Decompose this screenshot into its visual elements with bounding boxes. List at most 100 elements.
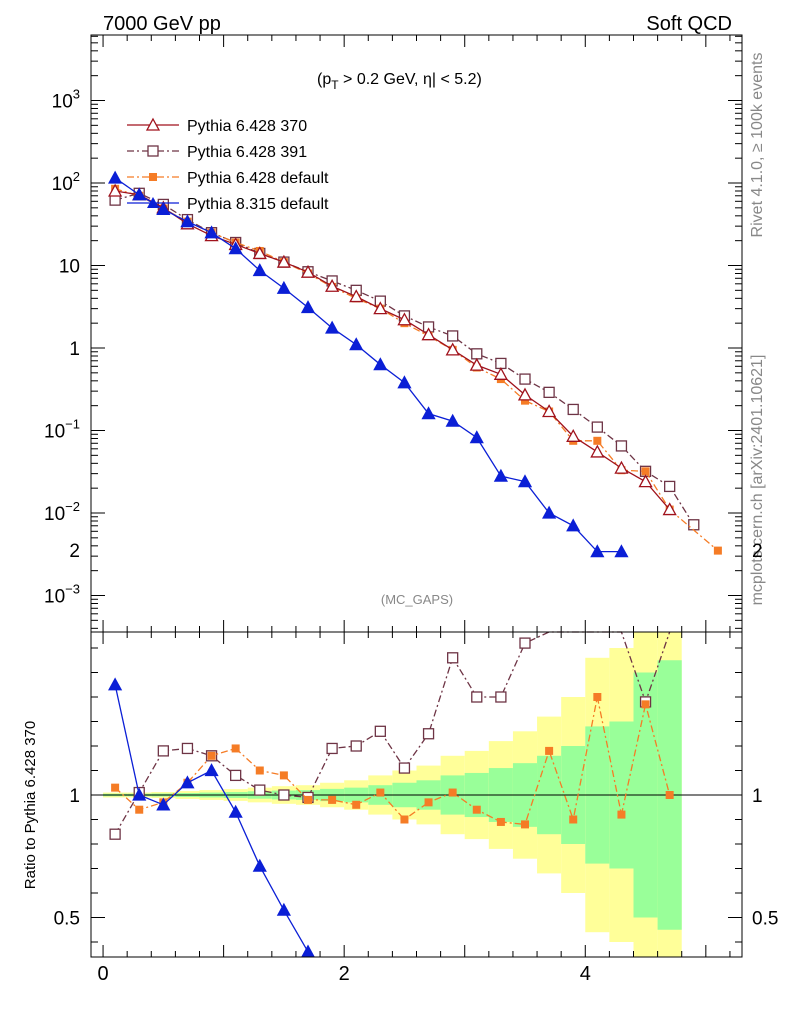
ratio-panel: 0 2 4 0.5 0.5 1 1 2 2 Ratio to Pythia 6.428 370 xyxy=(22,541,778,985)
data-point xyxy=(519,637,531,649)
data-point xyxy=(228,241,243,255)
header-left: 7000 GeV pp xyxy=(103,13,221,35)
data-point xyxy=(445,342,460,356)
y-tick-label-right: 1 xyxy=(752,786,763,807)
data-point xyxy=(276,902,291,916)
data-point xyxy=(521,820,529,829)
data-point xyxy=(448,788,457,797)
data-point xyxy=(132,187,147,201)
data-point xyxy=(421,327,436,341)
data-point xyxy=(590,444,605,458)
data-point xyxy=(300,300,316,314)
x-tick-label: 0 xyxy=(97,963,108,985)
ratio-ylabel: Ratio to Pythia 6.428 370 xyxy=(22,721,39,889)
y-tick-label: 10 xyxy=(59,257,80,278)
data-point xyxy=(638,474,653,488)
cut-label-rest2: | < 5.2) xyxy=(432,71,482,88)
y-tick-label: 102 xyxy=(52,169,80,195)
legend-marker-square-filled xyxy=(149,173,157,181)
data-point xyxy=(591,421,603,433)
data-point xyxy=(156,201,171,215)
data-point xyxy=(545,746,554,755)
legend-marker-triangle-open xyxy=(145,117,161,131)
series-line xyxy=(114,192,695,526)
data-point xyxy=(108,170,123,184)
x-tick-label: 4 xyxy=(580,963,591,985)
data-point xyxy=(424,798,433,807)
data-point xyxy=(135,805,144,814)
series-line xyxy=(114,177,622,553)
data-point xyxy=(108,677,123,691)
y-tick-label: 103 xyxy=(52,87,80,113)
data-point xyxy=(111,783,120,792)
y-tick-label: 2 xyxy=(69,541,80,562)
data-point xyxy=(109,828,121,840)
cut-label-eta: η xyxy=(423,71,432,88)
data-point xyxy=(665,791,674,799)
data-point xyxy=(593,436,602,445)
data-point xyxy=(376,788,385,797)
main-series xyxy=(108,170,722,558)
data-point xyxy=(519,373,531,385)
data-point xyxy=(542,404,557,418)
data-point xyxy=(276,254,291,268)
legend-marker-triangle-filled xyxy=(147,197,159,208)
data-point xyxy=(493,366,508,380)
data-point xyxy=(397,312,412,326)
ratio-series xyxy=(108,631,674,958)
series-line xyxy=(114,696,671,826)
data-point xyxy=(614,460,629,474)
y-tick-label: 0.5 xyxy=(54,909,80,930)
data-point xyxy=(374,725,386,737)
data-point xyxy=(373,301,388,315)
data-point xyxy=(254,784,266,796)
legend-entry-p370: Pythia 6.428 370 xyxy=(127,117,307,135)
main-panel: 10−3 10−2 10−1 1 10 102 103 (pT > 0.2 GeV, η| … xyxy=(44,34,743,633)
y-tick-label-right: 0.5 xyxy=(752,909,778,930)
data-point xyxy=(156,797,171,811)
data-point xyxy=(349,289,364,303)
data-point xyxy=(447,652,459,664)
data-point xyxy=(180,214,195,228)
legend-entry-pdef: Pythia 6.428 default xyxy=(127,170,329,187)
data-point xyxy=(469,430,484,444)
data-point xyxy=(207,751,216,760)
data-point xyxy=(230,769,242,782)
data-point xyxy=(664,480,676,493)
data-point xyxy=(181,742,194,755)
data-point xyxy=(132,787,147,801)
data-point xyxy=(276,280,291,294)
data-point xyxy=(326,742,338,755)
data-point xyxy=(495,357,507,370)
data-point xyxy=(447,330,459,342)
y-tick-label: 10−2 xyxy=(44,499,80,525)
data-point xyxy=(252,246,267,260)
data-point xyxy=(255,766,264,775)
data-point xyxy=(471,348,483,360)
data-point xyxy=(373,357,388,371)
legend-entry-p391: Pythia 6.428 391 xyxy=(127,144,307,161)
legend-label-p391: Pythia 6.428 391 xyxy=(187,144,307,161)
data-point xyxy=(542,505,557,519)
y-tick-label-right: 2 xyxy=(752,541,763,562)
series-line xyxy=(115,190,671,511)
data-point xyxy=(566,428,581,442)
data-point xyxy=(543,386,555,399)
data-point xyxy=(278,789,290,801)
data-point xyxy=(231,744,240,753)
main-axis-ticks: 10−3 10−2 10−1 1 10 102 103 xyxy=(44,35,742,632)
x-tick-label: 2 xyxy=(339,963,350,985)
data-point xyxy=(325,278,340,292)
data-point xyxy=(350,740,362,752)
data-point xyxy=(400,815,409,824)
cut-label: (pT > 0.2 GeV, η| < 5.2) xyxy=(317,71,482,92)
data-point xyxy=(517,387,533,401)
data-point xyxy=(349,337,364,351)
data-point xyxy=(300,944,316,958)
legend-label-pdef: Pythia 6.428 default xyxy=(187,170,329,187)
data-point xyxy=(325,320,340,334)
data-point xyxy=(204,763,219,777)
legend-entry-p8: Pythia 8.315 default xyxy=(127,196,329,213)
data-point xyxy=(590,544,605,558)
data-point xyxy=(493,468,508,482)
